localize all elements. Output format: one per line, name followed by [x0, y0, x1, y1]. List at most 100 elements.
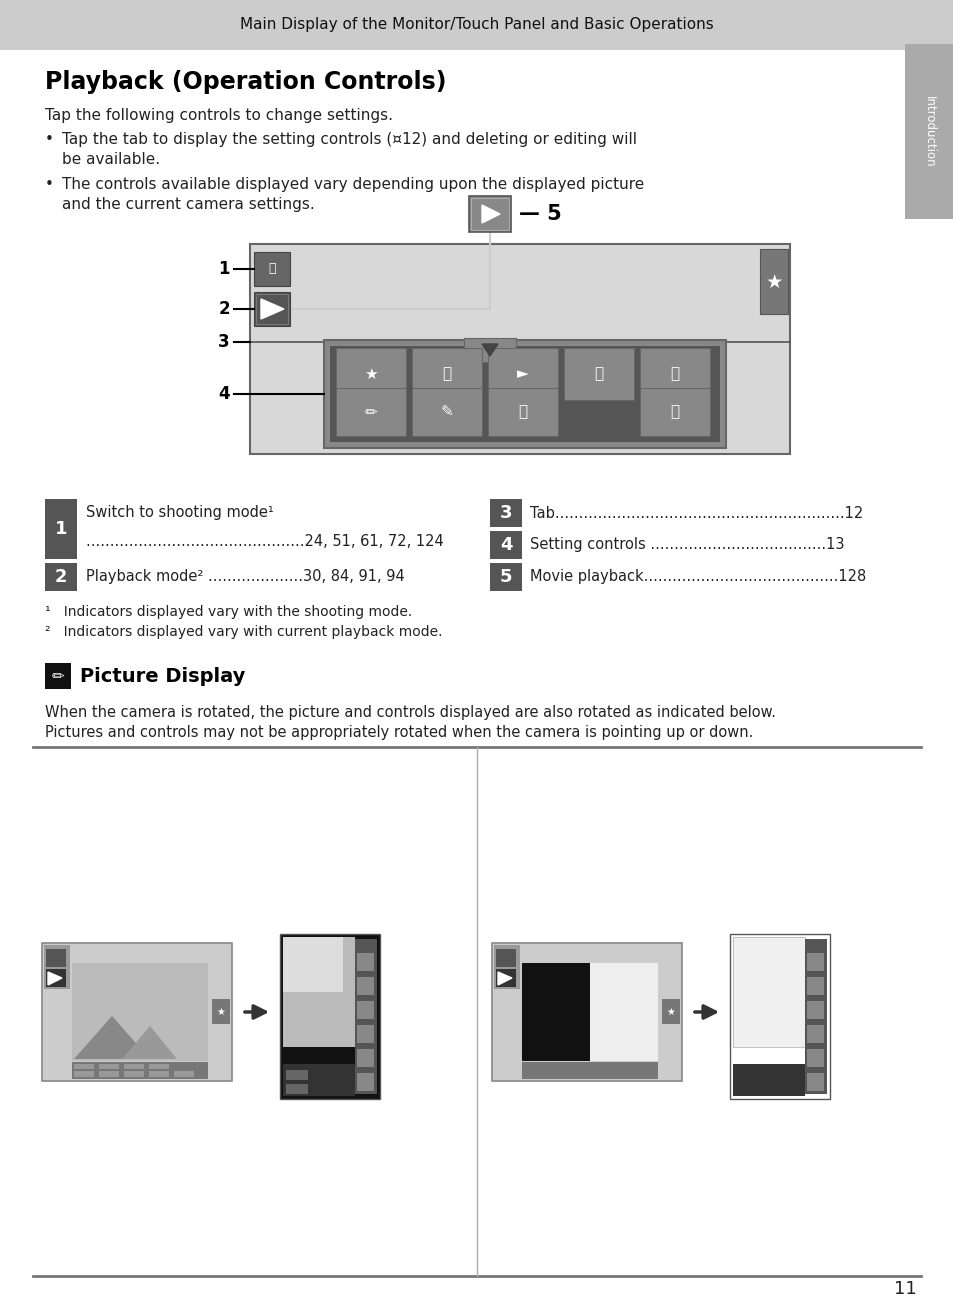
- Polygon shape: [122, 1026, 177, 1059]
- Bar: [45, 664, 71, 689]
- Bar: [0, 0, 953, 50]
- Bar: [74, 1064, 94, 1070]
- Bar: [283, 1064, 355, 1096]
- Text: Movie playback.........................................128: Movie playback..........................…: [530, 569, 865, 585]
- Bar: [330, 346, 720, 442]
- Bar: [212, 999, 230, 1024]
- Bar: [661, 999, 679, 1024]
- Bar: [335, 348, 406, 399]
- Bar: [806, 978, 823, 995]
- Bar: [356, 1049, 374, 1067]
- Text: ★: ★: [216, 1007, 225, 1017]
- Text: Introduction: Introduction: [922, 96, 935, 168]
- Bar: [356, 1074, 374, 1091]
- Bar: [356, 1025, 374, 1043]
- Bar: [324, 340, 725, 448]
- Bar: [490, 562, 521, 591]
- Bar: [71, 963, 208, 1060]
- Bar: [46, 949, 66, 967]
- Bar: [521, 963, 589, 1060]
- Bar: [253, 252, 290, 286]
- Text: •: •: [45, 131, 53, 147]
- Bar: [488, 348, 558, 399]
- Polygon shape: [497, 972, 512, 986]
- Text: Playback (Operation Controls): Playback (Operation Controls): [45, 70, 446, 95]
- Bar: [412, 348, 481, 399]
- Text: When the camera is rotated, the picture and controls displayed are also rotated : When the camera is rotated, the picture …: [45, 706, 775, 720]
- Text: and the current camera settings.: and the current camera settings.: [62, 197, 314, 212]
- Bar: [45, 562, 77, 591]
- Polygon shape: [481, 344, 497, 356]
- Text: Tap the tab to display the setting controls (¤12) and deleting or editing will: Tap the tab to display the setting contr…: [62, 131, 637, 147]
- Text: 🔑: 🔑: [594, 367, 603, 381]
- Bar: [639, 388, 709, 436]
- Bar: [99, 1071, 119, 1077]
- Text: ¹   Indicators displayed vary with the shooting mode.: ¹ Indicators displayed vary with the sho…: [45, 604, 412, 619]
- Text: 🎤: 🎤: [517, 405, 527, 419]
- Bar: [149, 1064, 169, 1070]
- Polygon shape: [74, 1016, 150, 1059]
- Text: Pictures and controls may not be appropriately rotated when the camera is pointi: Pictures and controls may not be appropr…: [45, 725, 753, 740]
- Bar: [283, 937, 355, 1047]
- Bar: [589, 963, 658, 1060]
- Bar: [356, 978, 374, 995]
- Bar: [492, 943, 681, 1081]
- Bar: [253, 292, 290, 326]
- Bar: [286, 1084, 308, 1095]
- Bar: [355, 940, 376, 1095]
- Bar: [732, 937, 804, 1047]
- Bar: [412, 388, 481, 436]
- Bar: [806, 1025, 823, 1043]
- Bar: [74, 1071, 94, 1077]
- Text: ✏: ✏: [51, 669, 64, 683]
- Bar: [255, 294, 288, 325]
- Bar: [124, 1064, 144, 1070]
- Polygon shape: [481, 205, 499, 223]
- Bar: [488, 388, 558, 436]
- Bar: [490, 499, 521, 527]
- Text: 2: 2: [54, 568, 67, 586]
- Text: The controls available displayed vary depending upon the displayed picture: The controls available displayed vary de…: [62, 177, 643, 192]
- Text: ★: ★: [364, 367, 377, 381]
- Text: Picture Display: Picture Display: [80, 666, 245, 686]
- Bar: [46, 968, 66, 987]
- Bar: [173, 1071, 193, 1077]
- Bar: [729, 934, 829, 1099]
- Text: Main Display of the Monitor/Touch Panel and Basic Operations: Main Display of the Monitor/Touch Panel …: [240, 17, 713, 33]
- Text: Tab.............................................................12: Tab.....................................…: [530, 506, 862, 520]
- Text: be available.: be available.: [62, 152, 160, 167]
- Polygon shape: [48, 972, 62, 986]
- Bar: [806, 1001, 823, 1018]
- Text: 1: 1: [218, 260, 230, 279]
- Text: •: •: [45, 177, 53, 192]
- Text: ✎: ✎: [440, 405, 453, 419]
- Polygon shape: [261, 300, 284, 319]
- Bar: [286, 1070, 308, 1080]
- Bar: [42, 943, 232, 1081]
- Bar: [494, 945, 519, 989]
- Text: ..............................................24, 51, 61, 72, 124: ........................................…: [86, 533, 443, 548]
- Text: Playback mode² ....................30, 84, 91, 94: Playback mode² ....................30, 8…: [86, 569, 404, 585]
- Bar: [760, 248, 787, 314]
- Bar: [280, 934, 379, 1099]
- Text: 5: 5: [499, 568, 512, 586]
- Bar: [356, 953, 374, 971]
- Bar: [463, 338, 516, 361]
- Text: ★: ★: [764, 272, 781, 292]
- Text: 4: 4: [218, 385, 230, 403]
- Bar: [490, 531, 521, 558]
- Bar: [639, 348, 709, 399]
- Bar: [521, 963, 658, 1060]
- Bar: [45, 499, 77, 558]
- Bar: [149, 1071, 169, 1077]
- Bar: [283, 937, 343, 992]
- Text: 🗑: 🗑: [442, 367, 451, 381]
- Bar: [471, 198, 509, 230]
- Bar: [804, 940, 826, 1095]
- Text: 📷: 📷: [268, 263, 275, 276]
- Text: 2: 2: [218, 300, 230, 318]
- Bar: [44, 945, 70, 989]
- Text: 1: 1: [54, 520, 67, 537]
- Bar: [99, 1064, 119, 1070]
- Bar: [469, 196, 511, 233]
